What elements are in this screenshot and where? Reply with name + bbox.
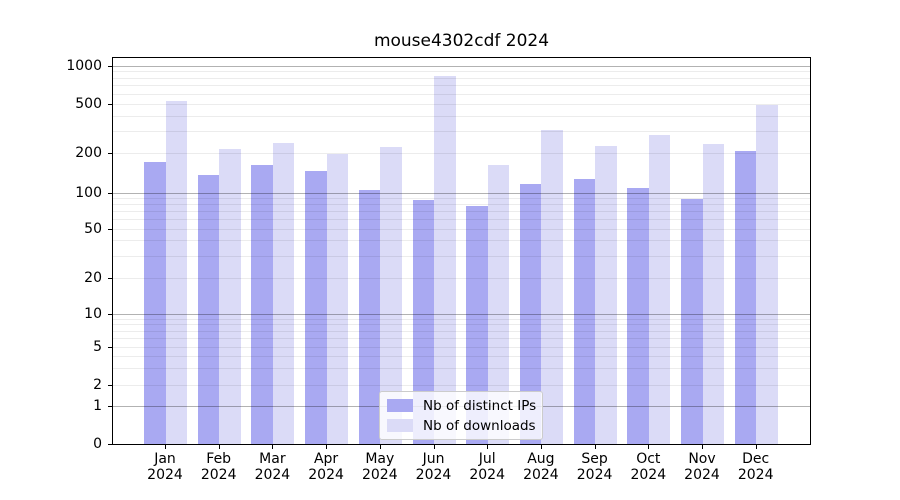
y-tick-label-10: 10: [84, 305, 102, 322]
legend-label-downloads: Nb of downloads: [423, 417, 536, 434]
y-tick-0: [108, 443, 112, 445]
y-tick-1: [108, 406, 112, 407]
legend-swatch-downloads: [387, 419, 413, 432]
bar-downloads-mar: [272, 142, 295, 444]
y-tick-2: [108, 384, 112, 386]
bar-ips-oct: [627, 187, 649, 444]
legend: Nb of distinct IPs Nb of downloads: [379, 391, 543, 440]
x-tick-label-sep: Sep 2024: [576, 451, 613, 483]
y-tick-label-1000: 1000: [66, 57, 102, 74]
x-tick-dec: [755, 445, 757, 449]
x-tick-label-jan: Jan 2024: [147, 451, 183, 483]
y-tick-50: [108, 228, 112, 230]
x-tick-label-aug: Aug 2024: [523, 451, 559, 483]
legend-swatch-distinct-ips: [387, 399, 413, 412]
bar-ips-jan: [144, 162, 166, 444]
y-tick-label-1: 1: [93, 398, 102, 414]
legend-label-distinct-ips: Nb of distinct IPs: [423, 397, 537, 414]
bar-downloads-sep: [595, 145, 617, 444]
bar-ips-feb: [197, 175, 220, 444]
bar-downloads-may: [380, 147, 402, 444]
x-tick-jun: [433, 445, 435, 449]
bar-ips-dec: [734, 151, 757, 444]
y-tick-label-200: 200: [75, 145, 102, 161]
bar-ips-jun: [412, 200, 434, 444]
bar-downloads-jun: [434, 76, 456, 444]
x-tick-label-jul: Jul 2024: [469, 451, 505, 483]
x-tick-label-nov: Nov 2024: [684, 451, 720, 483]
y-tick-20: [108, 277, 112, 279]
x-tick-label-oct: Oct 2024: [630, 451, 667, 483]
y-tick-100: [108, 192, 112, 194]
y-tick-label-5: 5: [93, 339, 102, 355]
bar-downloads-nov: [702, 144, 724, 444]
bar-downloads-apr: [326, 153, 349, 444]
bar-ips-aug: [519, 183, 542, 444]
y-tick-label-20: 20: [84, 269, 102, 286]
x-tick-feb: [218, 445, 220, 449]
x-tick-label-jun: Jun 2024: [415, 451, 452, 483]
y-tick-label-50: 50: [84, 220, 102, 237]
x-tick-apr: [326, 445, 328, 449]
bar-downloads-dec: [756, 105, 778, 444]
bar-downloads-aug: [541, 130, 563, 444]
x-tick-label-may: May 2024: [361, 451, 398, 483]
bar-ips-mar: [251, 165, 273, 444]
bar-ips-nov: [681, 199, 703, 444]
x-tick-jan: [165, 445, 166, 449]
x-tick-oct: [648, 445, 650, 449]
x-tick-label-dec: Dec 2024: [737, 451, 774, 483]
bar-downloads-jan: [165, 100, 187, 444]
bar-ips-apr: [305, 171, 327, 444]
legend-item-downloads: Nb of downloads: [387, 417, 542, 434]
y-tick-label-2: 2: [93, 376, 102, 393]
y-tick-label-0: 0: [93, 435, 102, 452]
y-tick-5: [108, 347, 112, 348]
y-tick-500: [108, 104, 112, 105]
x-tick-mar: [272, 445, 274, 449]
y-tick-200: [108, 153, 112, 154]
x-tick-nov: [702, 445, 703, 449]
bar-downloads-oct: [648, 134, 671, 444]
y-tick-label-100: 100: [75, 184, 102, 201]
bar-downloads-feb: [219, 149, 241, 444]
x-tick-may: [379, 445, 381, 449]
bar-ips-jul: [466, 205, 488, 444]
y-tick-10: [108, 313, 112, 315]
legend-item-distinct-ips: Nb of distinct IPs: [387, 397, 542, 414]
x-tick-label-apr: Apr 2024: [308, 451, 344, 483]
x-tick-jul: [487, 445, 489, 449]
bar-ips-may: [358, 190, 381, 444]
chart-title: mouse4302cdf 2024: [373, 31, 550, 51]
x-tick-label-feb: Feb 2024: [200, 451, 237, 483]
y-tick-1000: [108, 65, 112, 67]
plot-area: [112, 57, 811, 445]
x-tick-aug: [540, 445, 542, 449]
bar-downloads-jul: [487, 164, 510, 444]
y-tick-label-500: 500: [75, 96, 102, 112]
x-tick-label-mar: Mar 2024: [254, 451, 291, 483]
bars-layer: [113, 58, 810, 444]
bar-ips-sep: [573, 178, 596, 444]
x-tick-sep: [594, 445, 596, 449]
